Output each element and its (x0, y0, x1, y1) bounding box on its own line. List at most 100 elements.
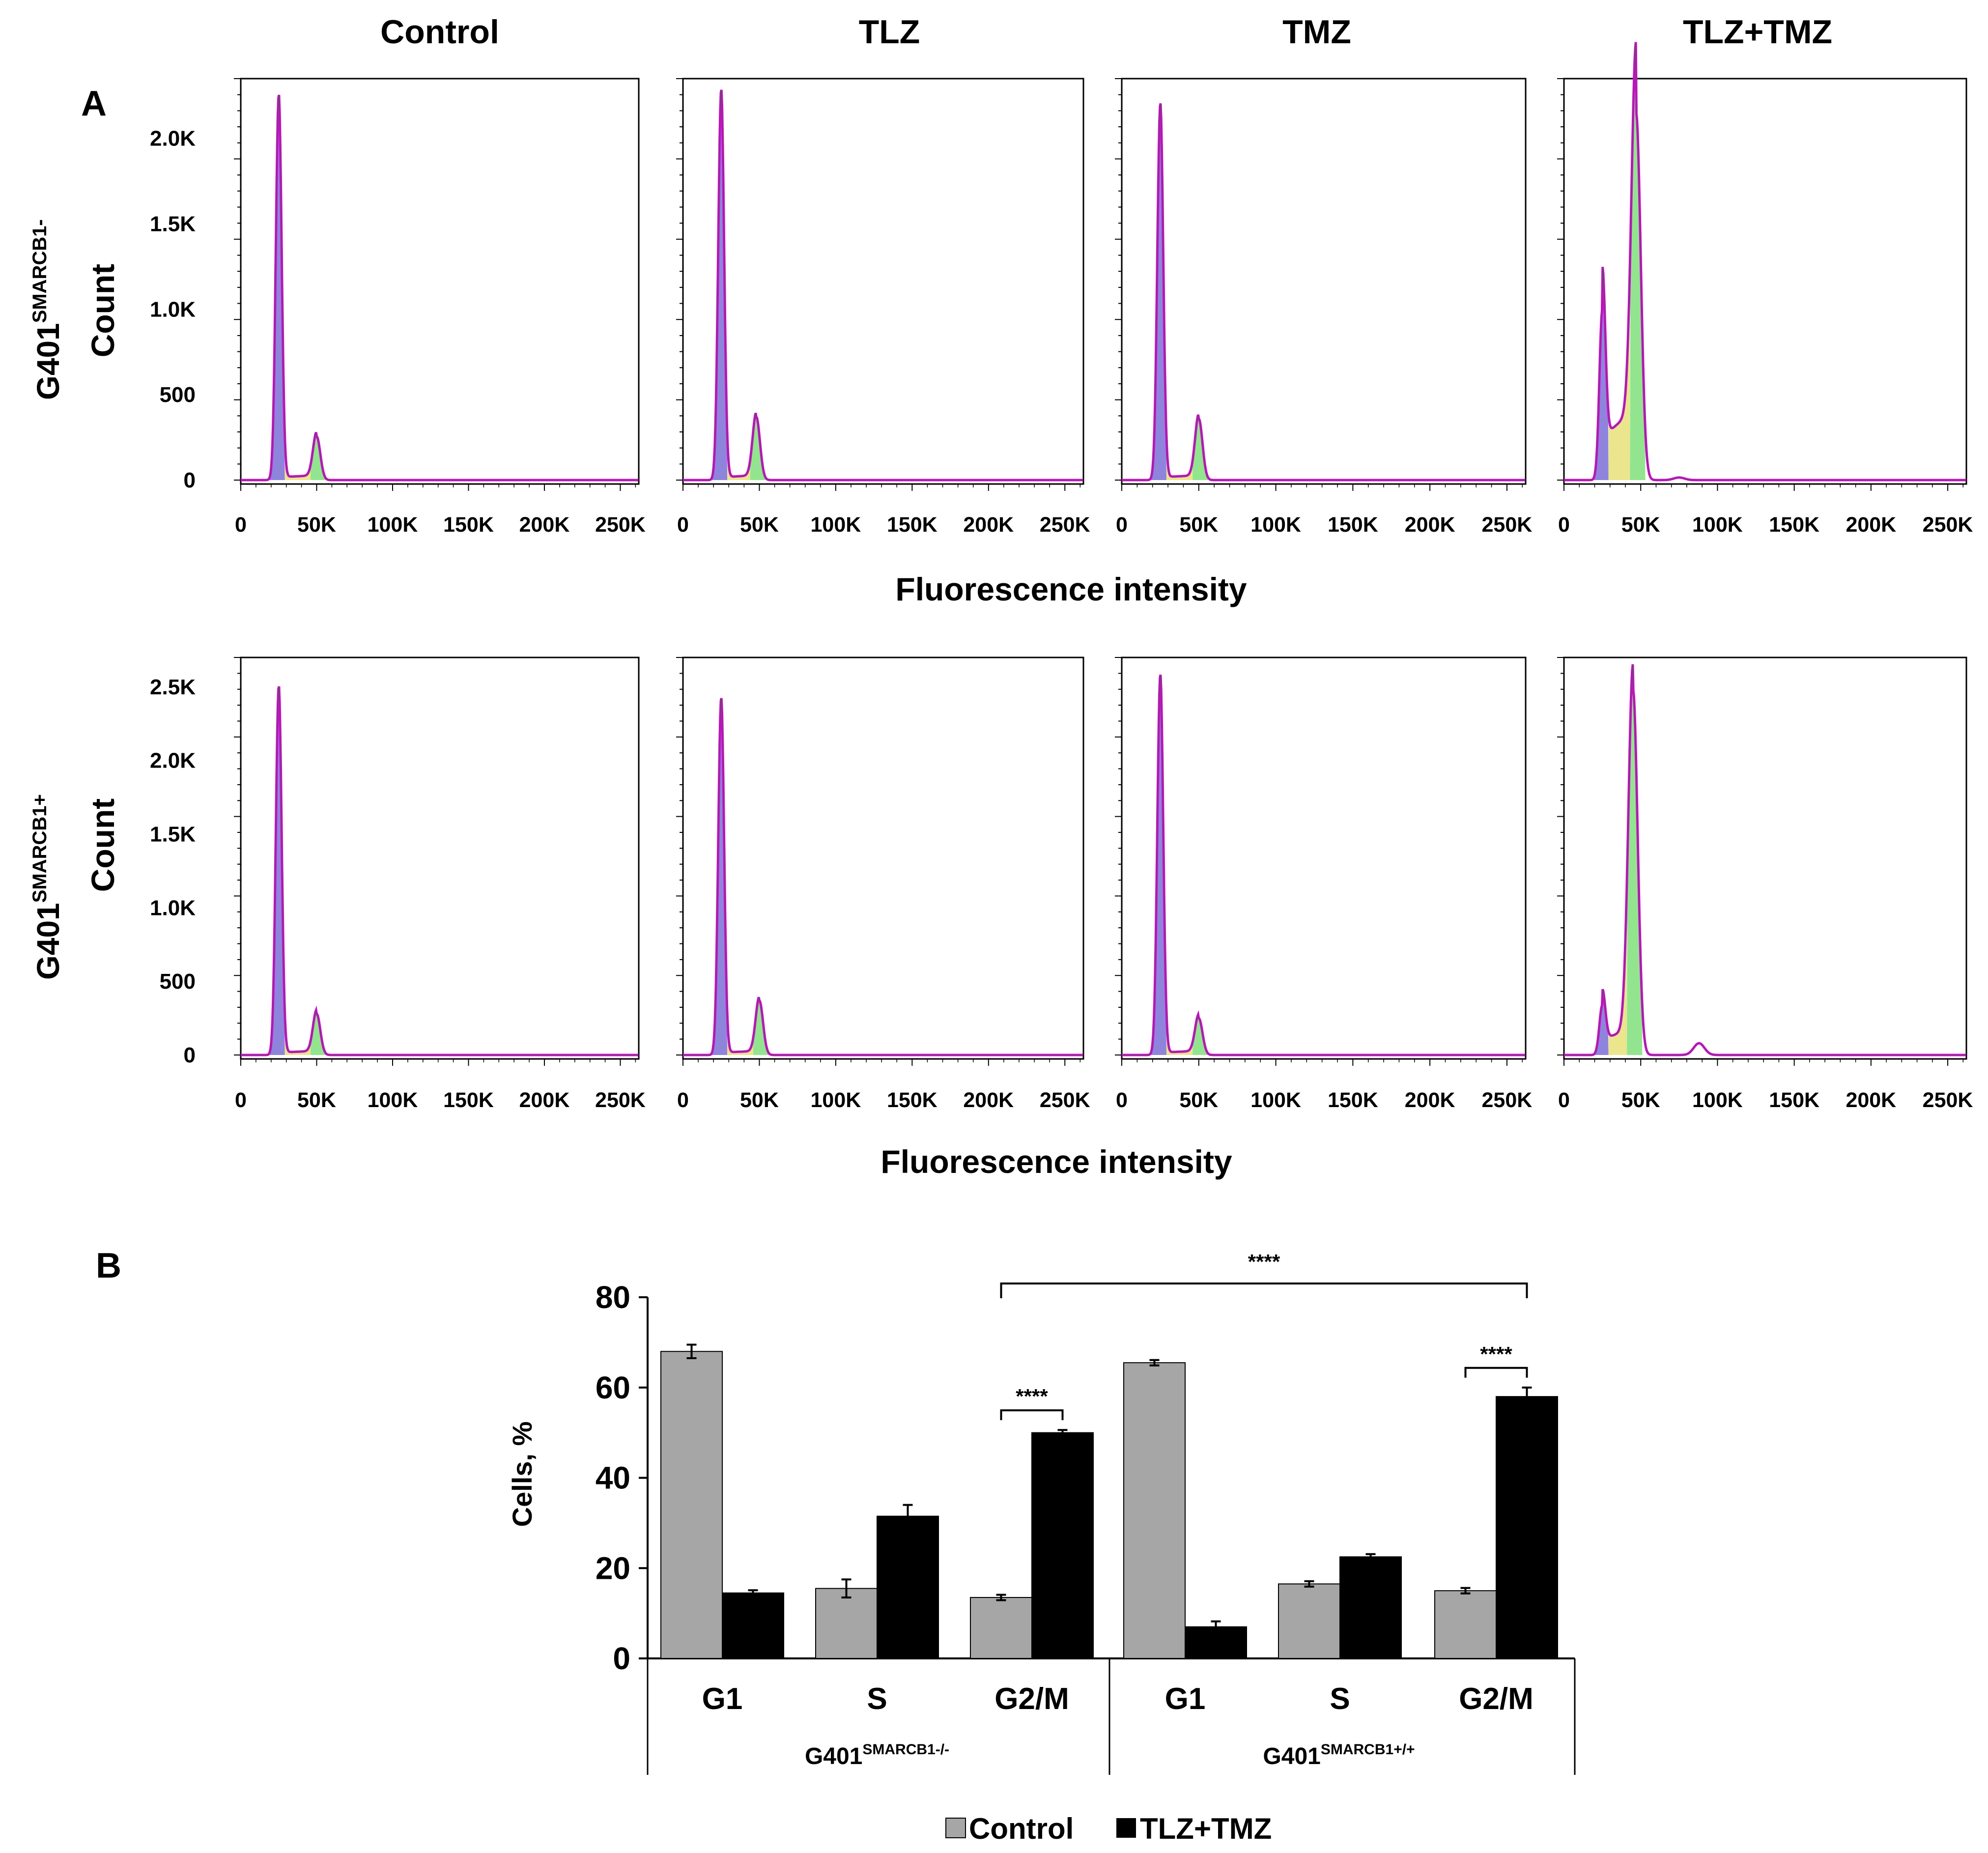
bar-y-tick-label: 60 (596, 1370, 630, 1405)
column-title-control: Control (380, 13, 499, 51)
y-tick-label: 500 (160, 383, 196, 407)
x-tick-label: 150K (887, 1088, 937, 1112)
count-label-row-2: Count (85, 798, 121, 892)
x-tick-label: 250K (1482, 1088, 1533, 1112)
x-tick-label: 50K (297, 1088, 336, 1112)
panel-letter-a: A (81, 84, 107, 123)
g1-fill (263, 95, 285, 480)
y-tick-label: 2.0K (150, 127, 196, 151)
legend-label-tlz-tmz: TLZ+TMZ (1140, 1812, 1272, 1845)
histogram-panel-r1-tlz-tmz: 0 50K 100K 150K 200K 250K (1557, 42, 1973, 537)
histogram-raw-line (241, 95, 639, 481)
x-tick-label: 200K (963, 1088, 1014, 1112)
histogram-frame (682, 78, 1084, 485)
x-axis-title-row-2: Fluorescence intensity (880, 1143, 1232, 1180)
histogram-frame (1121, 78, 1527, 485)
bar-y-axis-label: Cells, % (507, 1422, 538, 1527)
x-tick-label: 150K (1769, 1088, 1819, 1112)
y-tick-label: 1.5K (150, 823, 196, 847)
significance-label: **** (1016, 1385, 1048, 1408)
panel-letter-b: B (96, 1246, 121, 1285)
x-tick-label: 0 (1116, 1088, 1128, 1112)
column-title-tlz: TLZ (859, 13, 920, 51)
x-axis-title-row-1: Fluorescence intensity (895, 571, 1247, 607)
histogram-frame (682, 656, 1084, 1060)
histogram-frame (1121, 656, 1527, 1060)
bar-control-3 (1123, 1362, 1186, 1659)
bar-control-1 (815, 1588, 878, 1659)
phase-label: G1 (1165, 1682, 1206, 1716)
bar-tlz-tmz-2 (1031, 1432, 1094, 1659)
bar-tlz-tmz-1 (877, 1515, 939, 1659)
row-2-y-ticks: 2.5K 2.0K 1.5K 1.0K 500 0 (150, 675, 196, 1067)
x-tick-label: 50K (740, 1088, 779, 1112)
g1-fill (706, 698, 728, 1055)
x-tick-label: 50K (740, 513, 779, 537)
y-tick-label: 1.0K (150, 896, 196, 920)
histogram-frame (240, 78, 640, 485)
g1-fill (1587, 267, 1609, 480)
significance-bracket (1000, 1283, 1528, 1298)
bar-control-0 (660, 1351, 723, 1659)
x-tick-label: 0 (677, 513, 689, 537)
x-tick-label: 150K (1769, 513, 1819, 537)
row-label-1-main: G401 (30, 323, 66, 400)
x-tick-label: 200K (1405, 1088, 1455, 1112)
y-tick-label: 2.0K (150, 749, 196, 773)
histogram-panel-r2-tlz: 0 50K 100K 150K 200K 250K (676, 656, 1090, 1112)
group-label: G401SMARCB1+/+ (1263, 1741, 1415, 1769)
x-tick-label: 0 (1558, 1088, 1570, 1112)
histogram-raw-line (683, 698, 1083, 1055)
x-tick-label: 50K (1179, 513, 1218, 537)
x-tick-label: 0 (1116, 513, 1128, 537)
phase-label: G2/M (1459, 1682, 1534, 1716)
x-tick-label: 250K (1923, 1088, 1973, 1112)
x-tick-label: 100K (810, 513, 861, 537)
y-tick-label: 0 (184, 1043, 196, 1067)
x-tick-label: 0 (235, 1088, 247, 1112)
histogram-panel-r1-tlz: 0 50K 100K 150K 200K 250K (676, 78, 1090, 537)
histogram-raw-line (683, 89, 1083, 481)
x-tick-label: 200K (963, 513, 1014, 537)
g1-fill (706, 89, 728, 481)
legend: Control TLZ+TMZ (945, 1812, 1272, 1845)
x-tick-label: 50K (1621, 1088, 1660, 1112)
histogram-panel-r2-control: 0 50K 100K 150K 200K 250K (234, 656, 646, 1112)
x-tick-label: 100K (1692, 513, 1743, 537)
y-tick-label: 0 (184, 468, 196, 492)
column-title-tlz-tmz: TLZ+TMZ (1683, 13, 1832, 51)
s-fill (1166, 1019, 1193, 1055)
phase-label: G1 (702, 1682, 743, 1716)
bar-chart: 80 60 40 20 0 G1 S G2/M G1 S G2/M G401SMARCB1-/- G40… (596, 1250, 1576, 1775)
significance-label: **** (1480, 1342, 1512, 1366)
x-tick-label: 150K (1328, 1088, 1378, 1112)
x-tick-label: 50K (297, 513, 336, 537)
x-tick-label: 250K (595, 1088, 646, 1112)
g1-fill (263, 686, 285, 1055)
x-tick-label: 100K (1250, 513, 1301, 537)
phase-label: S (867, 1682, 887, 1716)
bar-control-2 (970, 1596, 1032, 1659)
row-label-1-sup: SMARCB1- (29, 219, 51, 323)
x-tick-label: 100K (1250, 1088, 1301, 1112)
x-tick-label: 0 (677, 1088, 689, 1112)
x-tick-label: 250K (1482, 513, 1533, 537)
phase-label: G2/M (994, 1682, 1069, 1716)
x-tick-label: 250K (1040, 1088, 1090, 1112)
x-tick-label: 100K (368, 513, 418, 537)
histogram-frame (240, 656, 640, 1060)
s-fill (727, 443, 750, 480)
legend-swatch-control (945, 1818, 966, 1838)
g1-fill (1145, 103, 1166, 480)
x-tick-label: 50K (1621, 513, 1660, 537)
histogram-raw-line (1564, 664, 1966, 1055)
group-label: G401SMARCB1-/- (805, 1741, 949, 1769)
row-label-1: G401SMARCB1- (29, 219, 66, 400)
x-tick-label: 200K (519, 513, 570, 537)
x-tick-label: 200K (1846, 513, 1896, 537)
bar-y-tick-label: 80 (596, 1280, 630, 1315)
x-tick-label: 150K (1328, 513, 1378, 537)
y-tick-label: 500 (160, 969, 196, 994)
bar-tlz-tmz-5 (1496, 1396, 1558, 1659)
